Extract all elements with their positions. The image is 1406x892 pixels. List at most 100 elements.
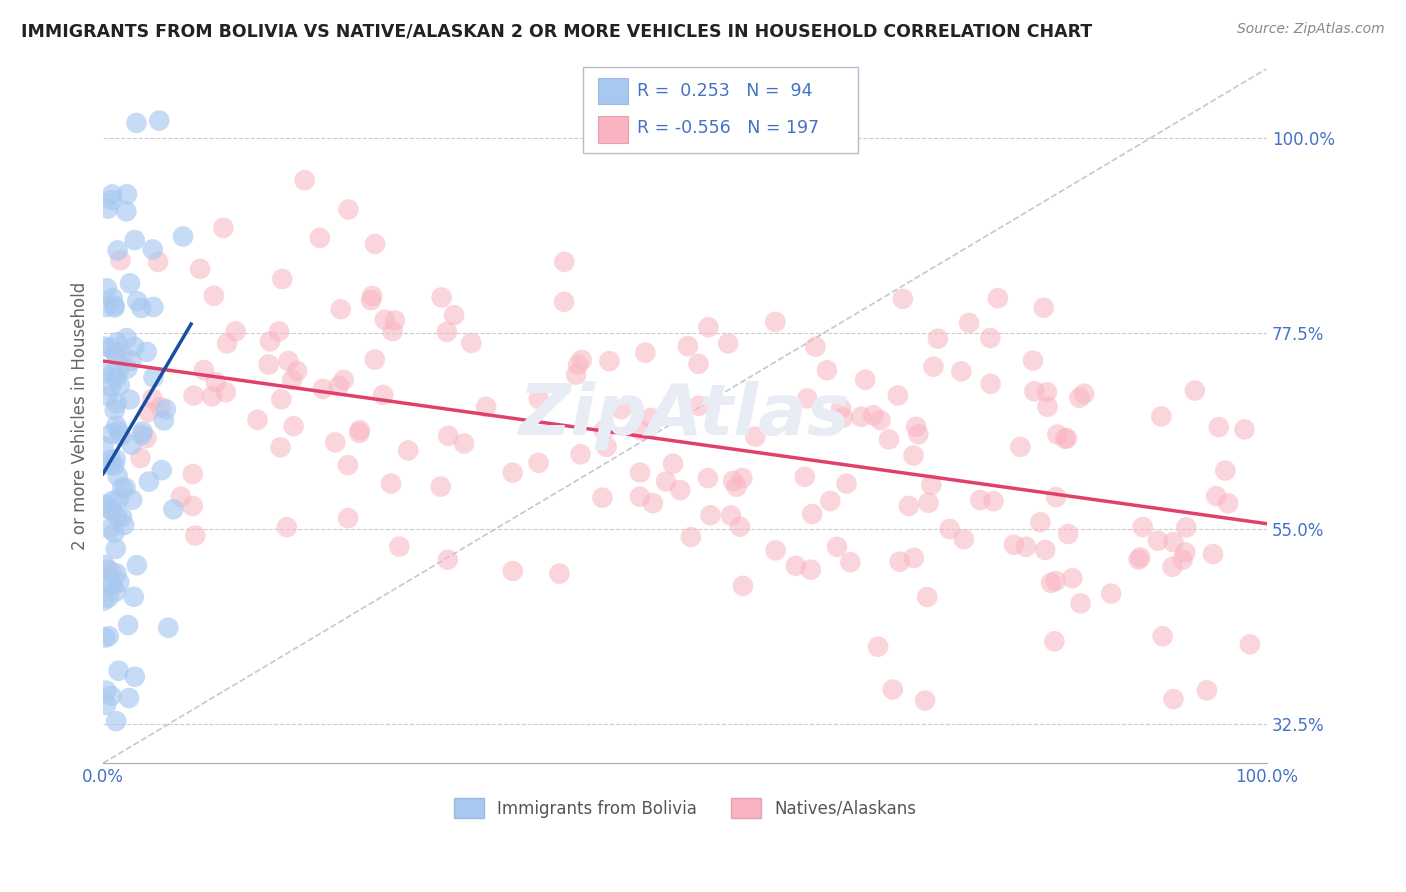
Point — [938, 522, 960, 536]
Point — [1163, 692, 1185, 706]
Point — [1174, 545, 1197, 559]
Point — [107, 469, 129, 483]
Point — [980, 376, 1002, 391]
Point — [1043, 634, 1066, 648]
Point — [276, 520, 298, 534]
Point — [744, 429, 766, 443]
Point — [725, 480, 748, 494]
Point — [1073, 386, 1095, 401]
Point — [105, 396, 128, 410]
Point — [696, 471, 718, 485]
Point — [349, 423, 371, 437]
Point — [1057, 527, 1080, 541]
Point — [101, 504, 124, 518]
Text: ZipAtlas: ZipAtlas — [519, 381, 851, 450]
Point — [105, 714, 128, 728]
Point — [1062, 571, 1084, 585]
Point — [1128, 552, 1150, 566]
Point — [93, 339, 115, 353]
Point — [460, 335, 482, 350]
Point — [96, 281, 118, 295]
Point — [634, 345, 657, 359]
Point — [443, 308, 465, 322]
Point — [862, 409, 884, 423]
Point — [153, 413, 176, 427]
Point — [105, 371, 128, 385]
Point — [225, 324, 247, 338]
Point — [553, 294, 575, 309]
Point — [721, 474, 744, 488]
Point — [93, 367, 115, 381]
Point — [114, 481, 136, 495]
Point — [336, 458, 359, 472]
Point — [270, 392, 292, 407]
Point — [697, 320, 720, 334]
Point — [184, 528, 207, 542]
Point — [1045, 574, 1067, 588]
Point — [1161, 559, 1184, 574]
Point — [1029, 515, 1052, 529]
Point — [285, 364, 308, 378]
Point — [1033, 543, 1056, 558]
Point — [1213, 464, 1236, 478]
Point — [98, 522, 121, 536]
Point — [138, 405, 160, 419]
Point — [979, 331, 1001, 345]
Point — [388, 540, 411, 554]
Point — [129, 450, 152, 465]
Point — [270, 440, 292, 454]
Point — [115, 187, 138, 202]
Point — [679, 530, 702, 544]
Point — [121, 438, 143, 452]
Point — [105, 566, 128, 581]
Point — [436, 325, 458, 339]
Point — [1184, 384, 1206, 398]
Point — [877, 433, 900, 447]
Point — [172, 229, 194, 244]
Point — [628, 466, 651, 480]
Point — [1046, 427, 1069, 442]
Point — [825, 540, 848, 554]
Point — [598, 354, 620, 368]
Point — [475, 400, 498, 414]
Point — [97, 563, 120, 577]
Point — [129, 301, 152, 315]
Point — [142, 243, 165, 257]
Point — [110, 253, 132, 268]
Point — [1195, 683, 1218, 698]
Point — [215, 385, 238, 400]
Point — [141, 392, 163, 406]
Point — [717, 336, 740, 351]
Point — [1233, 422, 1256, 436]
Point — [839, 555, 862, 569]
Point — [204, 375, 226, 389]
Point — [112, 518, 135, 533]
Point — [1010, 440, 1032, 454]
Point — [1056, 431, 1078, 445]
Point — [957, 316, 980, 330]
Point — [920, 478, 942, 492]
Point — [94, 498, 117, 512]
Point — [1163, 535, 1185, 549]
Point — [105, 509, 128, 524]
Point — [246, 413, 269, 427]
Point — [105, 347, 128, 361]
Point — [271, 272, 294, 286]
Point — [903, 449, 925, 463]
Point — [212, 221, 235, 235]
Point — [595, 440, 617, 454]
Point — [115, 361, 138, 376]
Point — [215, 336, 238, 351]
Point — [987, 291, 1010, 305]
Point — [101, 193, 124, 207]
Point — [1036, 385, 1059, 400]
Point — [1129, 550, 1152, 565]
Point — [922, 359, 945, 374]
Point — [763, 315, 786, 329]
Point — [142, 370, 165, 384]
Point — [103, 525, 125, 540]
Point — [259, 334, 281, 349]
Point — [1070, 596, 1092, 610]
Point — [93, 558, 115, 572]
Point — [283, 419, 305, 434]
